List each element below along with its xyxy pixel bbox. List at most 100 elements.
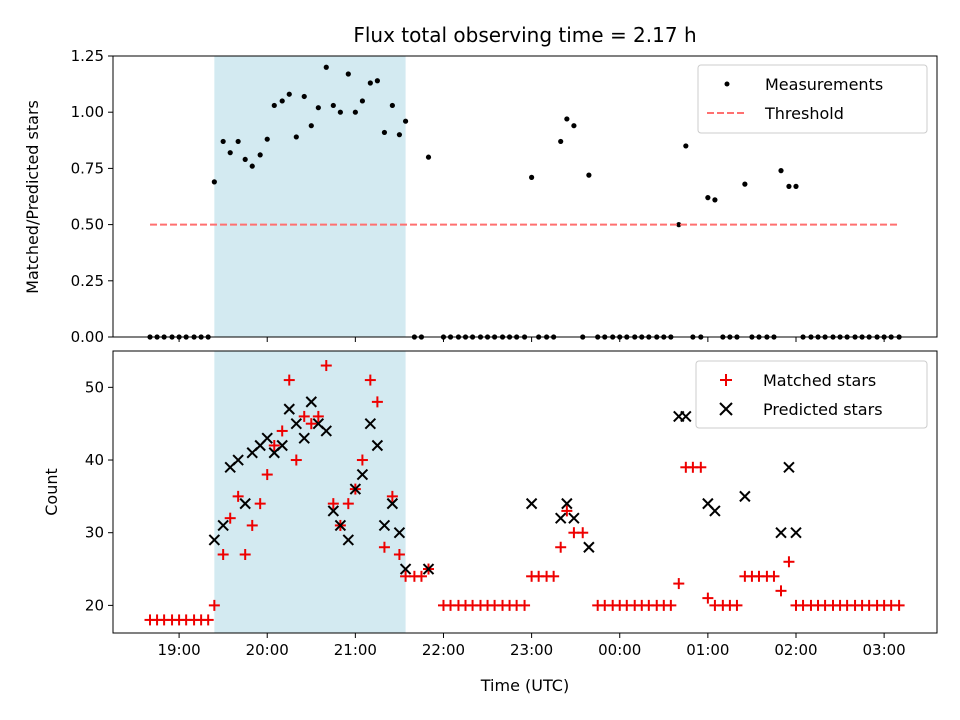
matched-star-point — [202, 614, 214, 626]
measurement-point — [529, 174, 535, 180]
measurement-point — [227, 150, 233, 156]
measurement-point — [396, 132, 403, 138]
matched-star-point — [305, 418, 317, 430]
legend-threshold-label: Threshold — [764, 104, 844, 123]
matched-star-point — [577, 527, 589, 539]
y-tick-label: 30 — [85, 524, 104, 542]
legend-matched-label: Matched stars — [763, 371, 876, 390]
measurement-point — [742, 181, 748, 187]
matched-star-point — [371, 396, 383, 408]
matched-star-point — [768, 570, 780, 582]
bottom-y-axis-label: Count — [42, 468, 61, 516]
legend-predicted-marker — [719, 402, 733, 416]
predicted-star-point — [290, 417, 303, 430]
predicted-star-point — [356, 468, 369, 481]
measurement-point — [337, 109, 343, 115]
y-tick-label: 0.25 — [71, 272, 104, 290]
measurement-point — [242, 156, 248, 163]
predicted-star-point — [568, 512, 580, 524]
x-tick-label: 02:00 — [774, 641, 817, 659]
matched-star-point — [561, 505, 573, 517]
measurement-point — [712, 197, 718, 203]
matched-star-point — [327, 498, 339, 510]
predicted-star-point — [261, 432, 273, 444]
measurement-point — [586, 172, 592, 178]
matched-star-point — [208, 599, 220, 611]
predicted-star-point — [739, 490, 751, 503]
top-legend: Measurements Threshold — [697, 64, 928, 134]
matched-star-point — [893, 599, 905, 611]
y-tick-label: 0.00 — [71, 328, 104, 346]
matched-star-point — [232, 490, 244, 502]
matched-star-point — [393, 549, 405, 561]
top-panel: 0.00 0.25 0.50 0.75 1.00 1.25 Matched/Predict… — [23, 47, 938, 346]
matched-star-point — [342, 498, 354, 510]
bottom-legend: Matched stars Predicted stars — [695, 360, 928, 429]
predicted-star-point — [298, 432, 310, 444]
x-axis-label: Time (UTC) — [480, 676, 569, 695]
legend-matched-marker — [720, 374, 732, 386]
predicted-star-point — [305, 396, 317, 408]
top-axes-frame — [112, 55, 938, 338]
predicted-star-point — [320, 425, 332, 437]
predicted-star-point — [371, 439, 384, 452]
legend-measurements-label: Measurements — [765, 75, 883, 94]
x-tick-label: 03:00 — [863, 641, 906, 659]
matched-star-point — [224, 512, 236, 524]
highlight-interval — [214, 351, 406, 633]
measurement-point — [367, 80, 373, 86]
bottom-panel: 20 30 40 50 19:00 20:00 21:00 22:00 23:00 00:00 01… — [42, 350, 938, 695]
predicted-star-point — [208, 534, 221, 546]
predicted-star-point — [386, 497, 399, 510]
matched-star-point — [548, 570, 560, 582]
x-tick-label: 01:00 — [686, 641, 729, 659]
x-tick-label: 22:00 — [422, 641, 465, 659]
predicted-star-point — [680, 410, 692, 423]
measurement-point — [778, 168, 784, 174]
measurement-point — [264, 136, 270, 142]
matched-star-point — [298, 410, 310, 422]
predicted-star-point — [583, 541, 595, 553]
predicted-star-point — [709, 505, 721, 517]
measurement-point — [323, 64, 329, 70]
measurement-point — [315, 105, 321, 111]
x-tick-label: 19:00 — [157, 641, 200, 659]
measurement-point — [705, 195, 711, 201]
measurement-point — [330, 102, 336, 109]
measurement-point — [345, 71, 351, 77]
top-y-axis-label: Matched/Predicted stars — [23, 100, 42, 294]
y-tick-label: 20 — [85, 596, 104, 614]
measurement-point — [571, 123, 577, 129]
matched-star-point — [775, 585, 787, 597]
matched-star-point — [246, 519, 258, 531]
x-tick-label: 00:00 — [598, 641, 641, 659]
measurement-point — [220, 138, 226, 145]
measurement-point — [676, 222, 682, 228]
matched-star-point — [261, 469, 273, 481]
measurement-point — [381, 129, 388, 136]
measurement-point — [359, 98, 366, 104]
predicted-star-point — [239, 497, 251, 510]
measurement-point — [793, 183, 799, 189]
measurement-point — [257, 152, 263, 158]
bottom-axes-frame — [112, 350, 938, 634]
highlight-interval — [214, 56, 406, 337]
matched-star-point — [665, 599, 677, 611]
matched-star-point — [356, 454, 368, 466]
chart-title: Flux total observing time = 2.17 h — [353, 23, 696, 47]
y-tick-label: 1.00 — [71, 103, 104, 121]
matched-star-point — [320, 360, 332, 372]
measurement-point — [425, 154, 432, 160]
predicted-star-point — [364, 417, 377, 430]
measurement-point — [308, 123, 314, 129]
matched-star-point — [702, 592, 714, 604]
measurement-point — [389, 102, 395, 109]
measurement-point — [211, 179, 217, 185]
predicted-star-point — [790, 526, 802, 539]
matched-star-point — [378, 541, 390, 553]
predicted-star-point — [393, 526, 406, 539]
predicted-star-point — [422, 563, 435, 575]
y-tick-label: 0.50 — [71, 216, 104, 234]
predicted-star-point — [342, 534, 355, 546]
